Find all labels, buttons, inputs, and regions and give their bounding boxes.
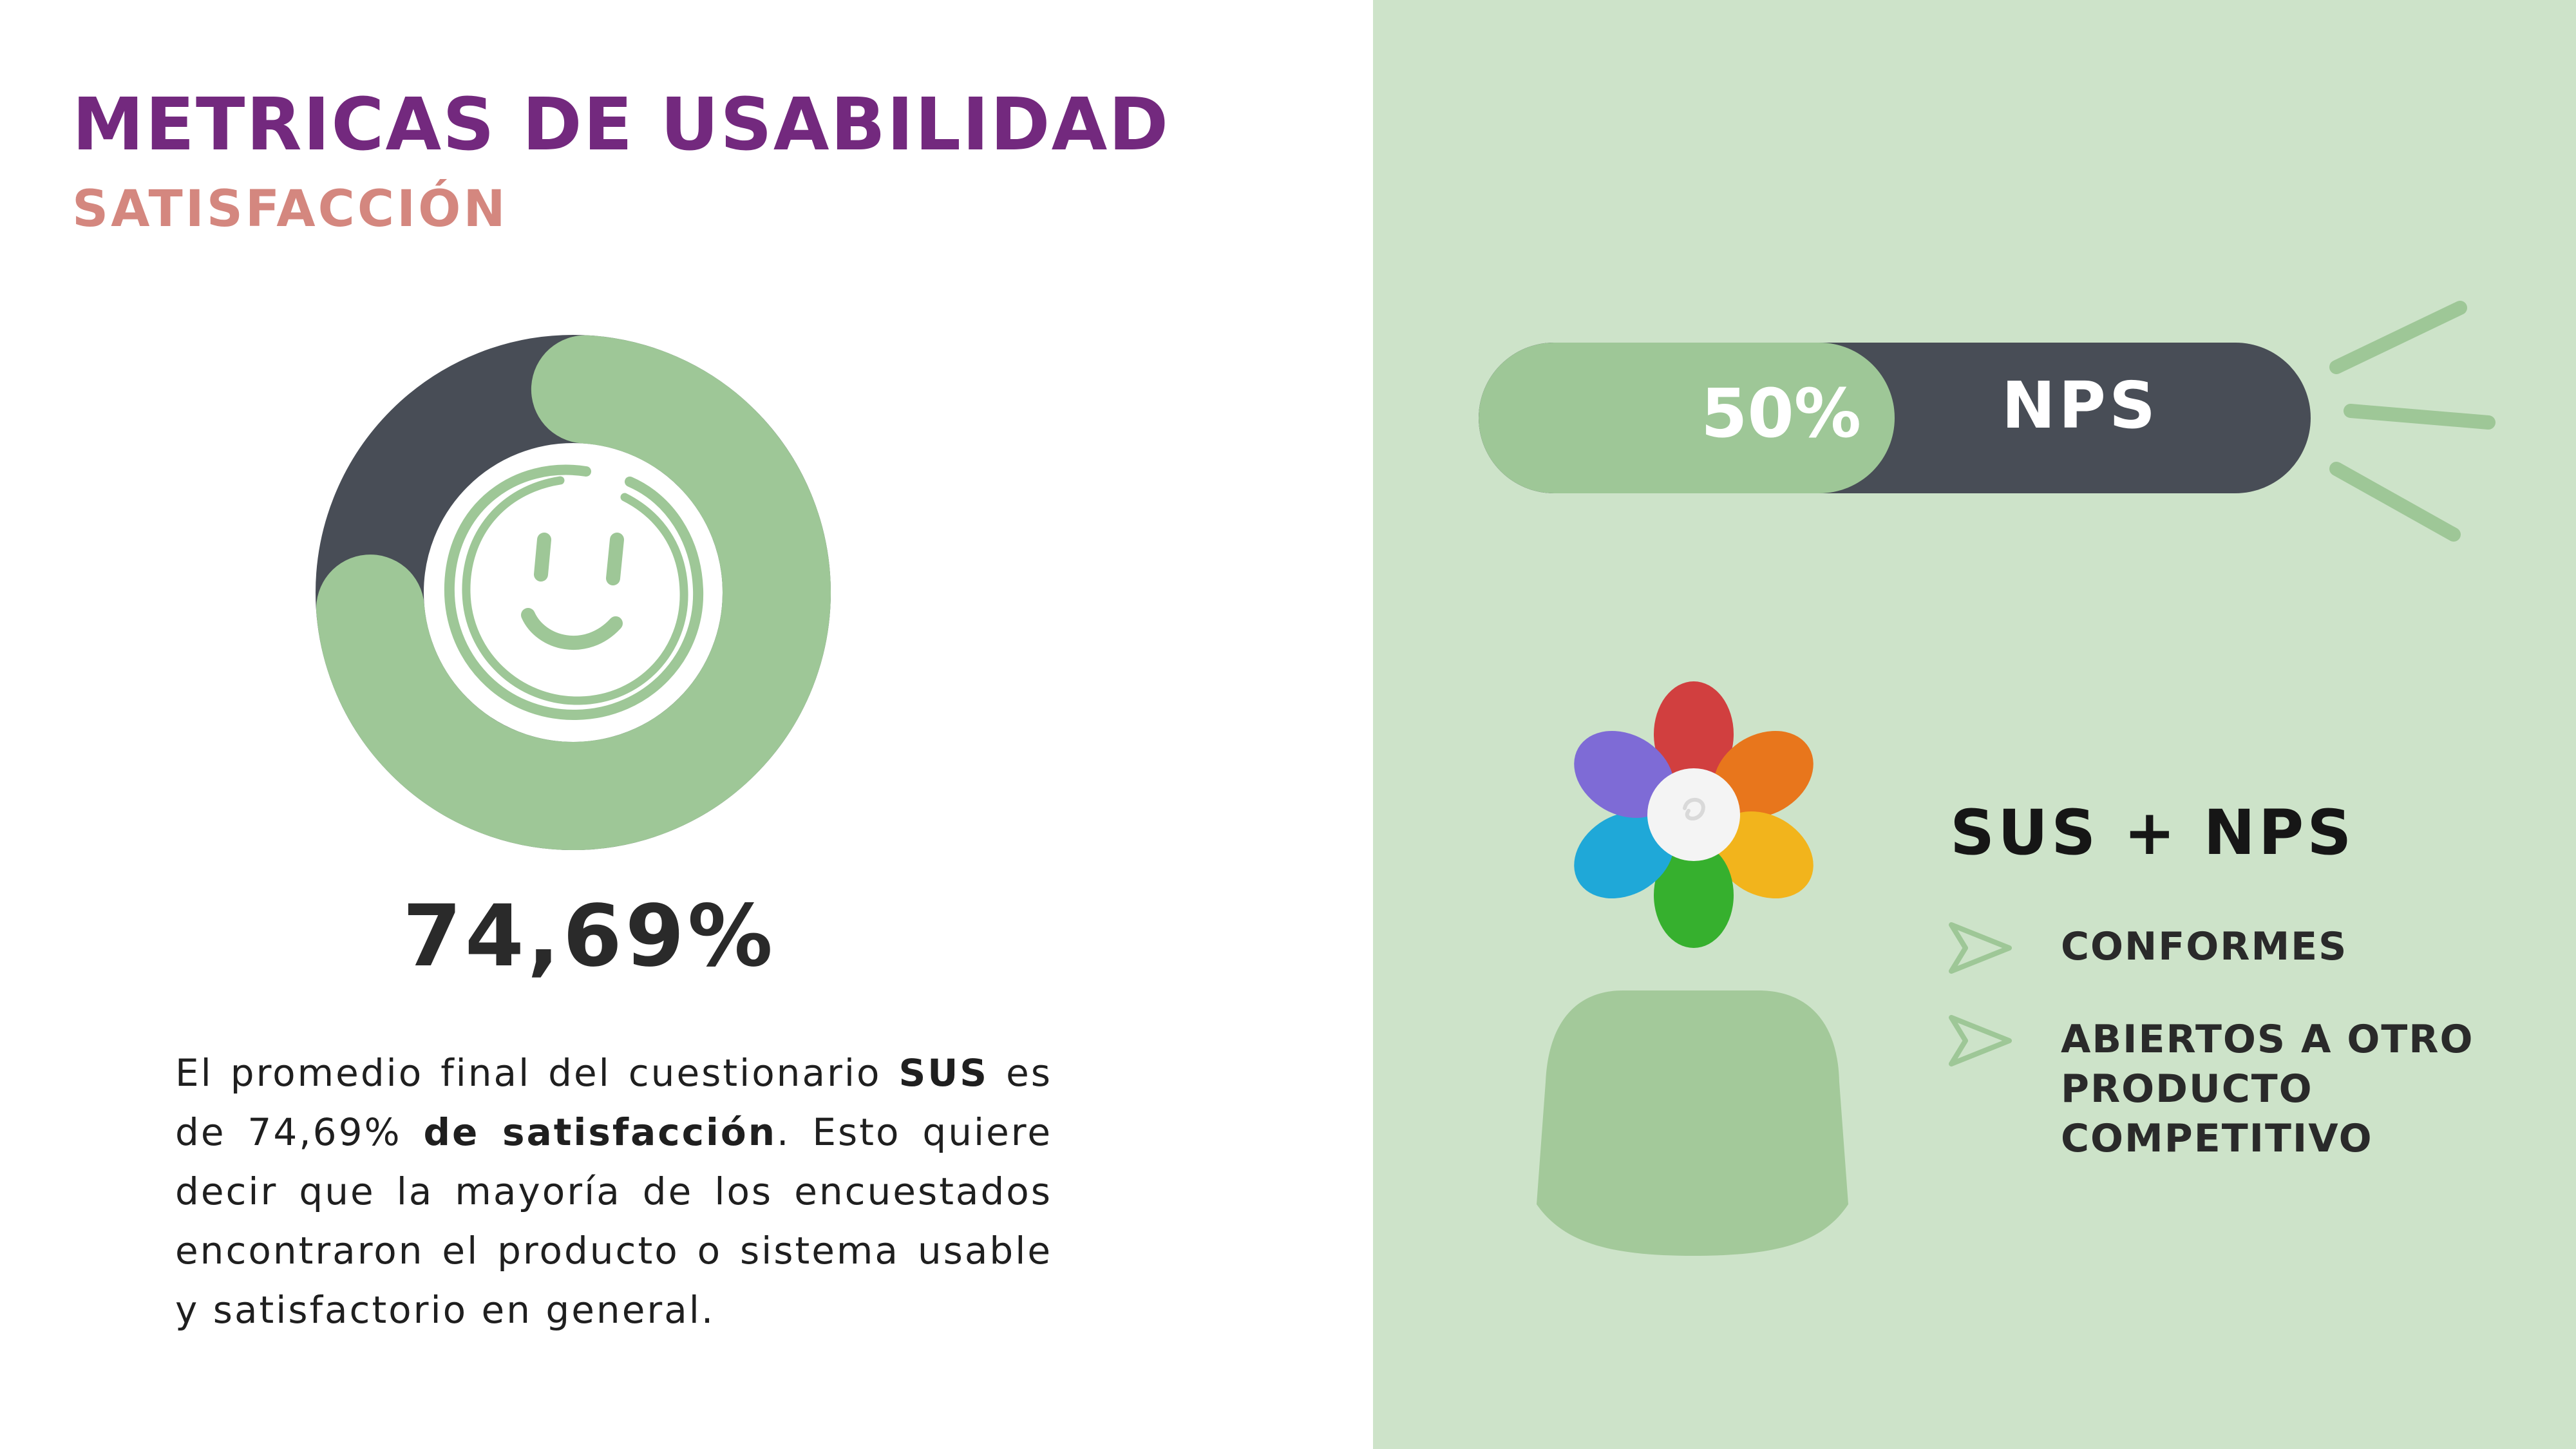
petal-blue <box>1574 811 1674 899</box>
petal-red <box>1654 681 1734 787</box>
nps-percentage: 50% <box>1701 374 1861 453</box>
description-text: El promedio final del cuestionario <box>175 1051 899 1095</box>
sus-percentage: 74,69% <box>402 887 776 986</box>
summary-title: SUS + NPS <box>1950 797 2355 869</box>
petal-orange <box>1713 730 1814 819</box>
description-emphasis: SUS <box>898 1051 989 1095</box>
nps-label: NPS <box>2001 368 2159 443</box>
smiley-face-icon <box>440 460 706 725</box>
list-item-text: CONFORMES <box>2061 924 2348 969</box>
list-item-text: ABIERTOS A OTRO PRODUCTO COMPETITIVO <box>2061 1017 2474 1161</box>
description-text: . Esto quiere decir que la mayoría de lo… <box>175 1110 1053 1332</box>
paper-plane-arrow-icon <box>1949 1015 2012 1066</box>
nps-progress-bar <box>1479 343 2311 493</box>
emphasis-lines-icon <box>2329 301 2496 542</box>
petal-purple <box>1574 730 1674 819</box>
flower-icon <box>1574 681 1814 948</box>
flower-center <box>1647 768 1740 861</box>
flower-pot-icon <box>1537 990 1848 1256</box>
paper-plane-arrow-icon <box>1949 922 2012 974</box>
nps-progress-fill <box>1479 343 1895 493</box>
sus-donut-chart <box>316 335 831 850</box>
sus-description: El promedio final del cuestionario SUS e… <box>175 1043 1052 1340</box>
petal-green <box>1654 842 1734 948</box>
page-title: METRICAS DE USABILIDAD <box>72 83 1170 167</box>
description-emphasis: de satisfacción <box>423 1110 777 1154</box>
description-text: es de 74,69% <box>175 1051 1052 1154</box>
page-subtitle: SATISFACCIÓN <box>72 180 508 238</box>
donut-progress-arc <box>316 335 831 850</box>
petal-yellow <box>1713 811 1814 899</box>
